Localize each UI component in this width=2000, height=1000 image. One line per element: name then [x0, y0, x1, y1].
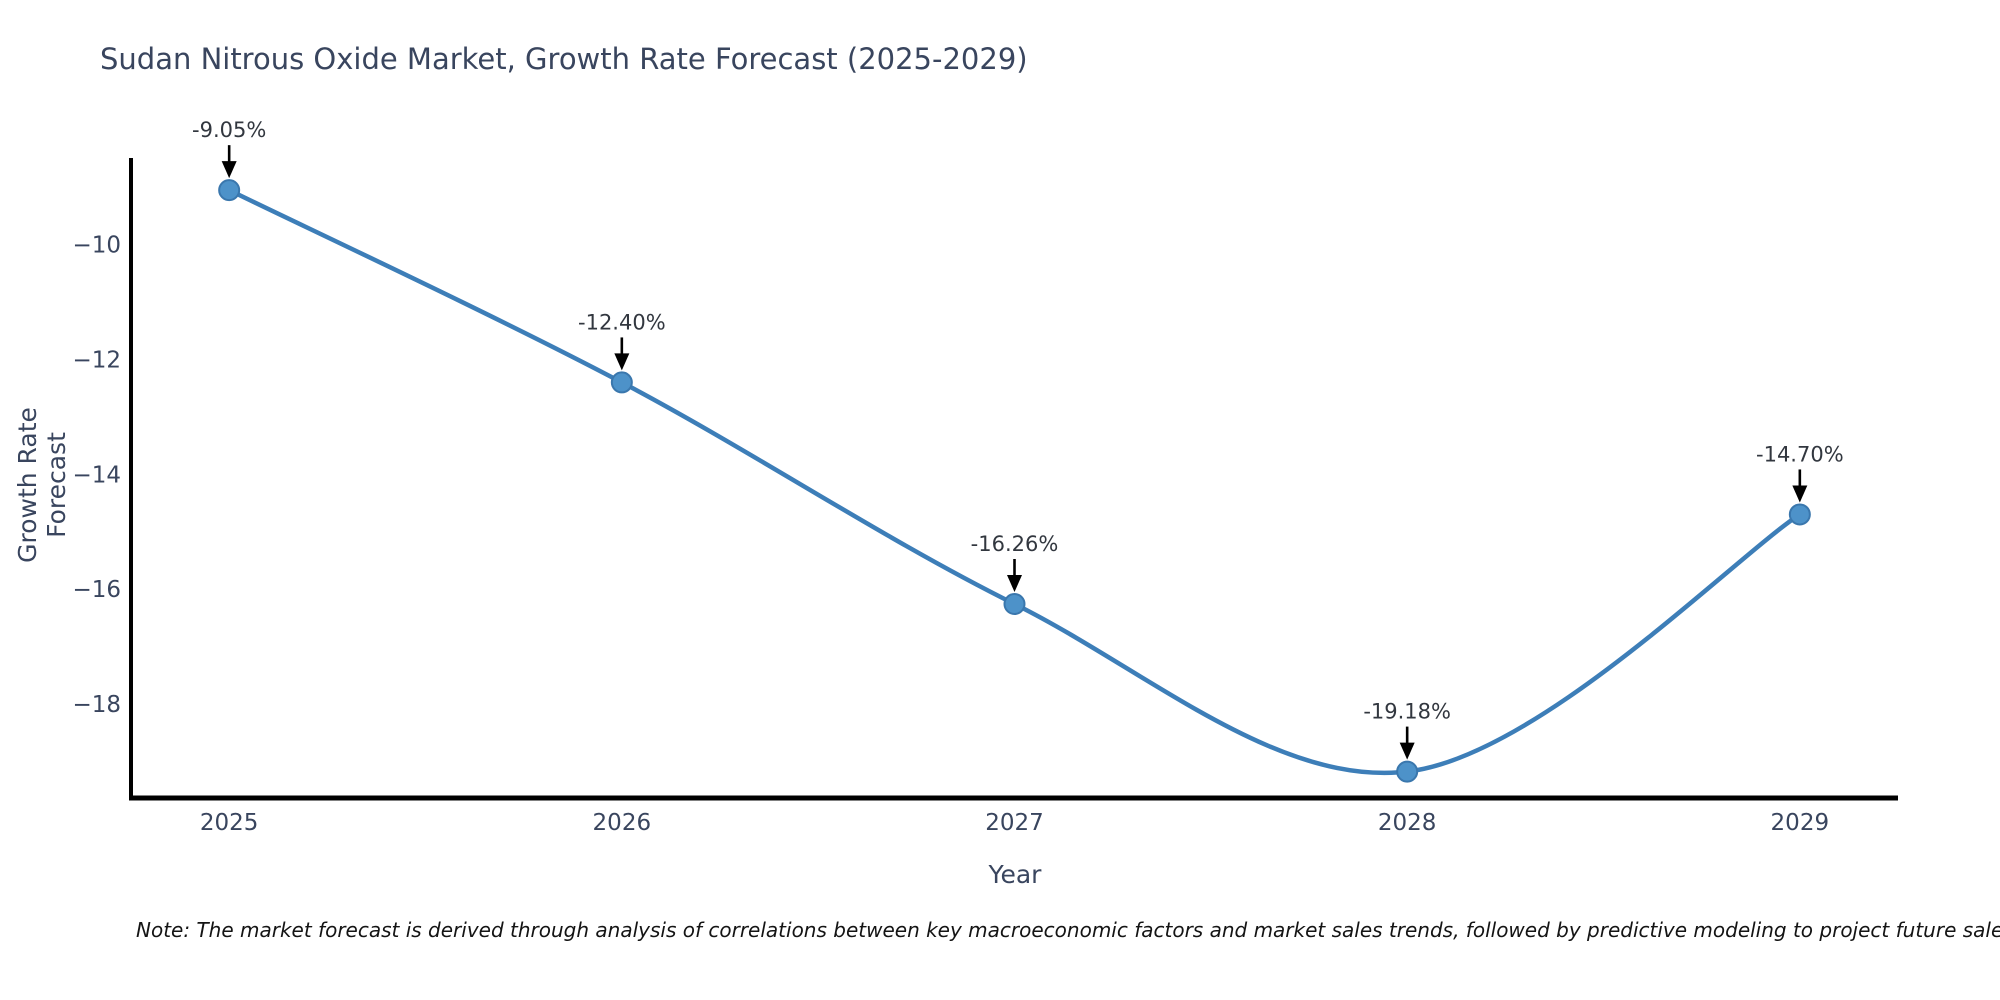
x-tick-label: 2025 [200, 810, 259, 836]
data-point-label: -14.70% [1756, 442, 1844, 466]
data-point-marker [1396, 760, 1419, 783]
x-tick-label: 2027 [985, 810, 1044, 836]
data-point-marker [1003, 592, 1026, 615]
data-point-label: -9.05% [192, 118, 266, 142]
data-point-marker [1788, 503, 1811, 526]
data-point-label: -16.26% [971, 532, 1059, 556]
data-point-marker [218, 179, 241, 202]
annotation-arrow-head [1792, 485, 1808, 503]
x-tick-label: 2026 [593, 810, 652, 836]
y-tick-label: −18 [72, 692, 121, 718]
footnote: Note: The market forecast is derived thr… [136, 918, 2000, 942]
annotation-arrow-head [1007, 574, 1022, 592]
chart-title: Sudan Nitrous Oxide Market, Growth Rate … [100, 42, 1028, 76]
x-axis-title: Year [988, 860, 1042, 889]
data-point-label: -12.40% [578, 310, 666, 334]
forecast-line [226, 187, 1803, 776]
data-point-label: -19.18% [1363, 700, 1451, 724]
annotation-arrow-head [1399, 742, 1415, 760]
x-tick-label: 2029 [1771, 810, 1830, 836]
y-tick-label: −14 [72, 462, 121, 488]
annotation-arrow-head [221, 161, 237, 179]
x-tick-label: 2028 [1378, 810, 1437, 836]
y-tick-label: −12 [72, 347, 121, 373]
y-tick-label: −10 [72, 233, 121, 259]
annotation-arrow-head [614, 353, 630, 371]
data-point-marker [610, 371, 633, 394]
y-tick-label: −16 [72, 577, 121, 603]
